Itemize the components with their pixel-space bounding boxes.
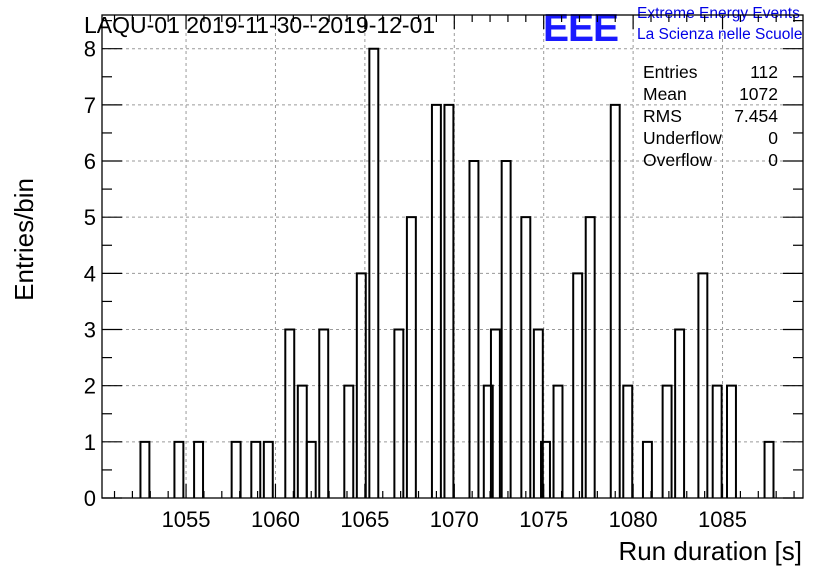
histogram-bin	[368, 47, 380, 498]
y-tick-label: 6	[84, 149, 96, 174]
y-tick-label: 7	[84, 93, 96, 118]
histogram-bin	[405, 216, 417, 498]
histogram-bin	[697, 272, 709, 498]
histogram-bin	[641, 440, 653, 498]
eee-logo: EEE Extreme Energy Events La Scienza nel…	[543, 5, 802, 50]
histogram-bin	[763, 440, 775, 498]
histogram-bin	[489, 328, 501, 498]
histogram-bin	[661, 384, 673, 498]
histogram-bin	[540, 440, 551, 498]
histogram-bin	[572, 272, 584, 498]
y-tick-label: 3	[84, 318, 96, 343]
histogram-bin	[262, 440, 274, 498]
histogram-bin	[532, 328, 544, 498]
stat-label: Overflow	[643, 150, 712, 170]
y-tick-label: 1	[84, 430, 96, 455]
histogram-bin	[305, 440, 317, 498]
histogram-bin	[443, 103, 455, 498]
chart-title: LAQU-01 2019-11-30--2019-12-01	[84, 12, 435, 38]
histogram-bin	[284, 328, 296, 498]
histogram-bin	[622, 384, 634, 498]
x-tick-label: 1060	[251, 507, 300, 532]
histogram-bin	[468, 160, 480, 498]
histogram-bin	[318, 328, 330, 498]
histogram-bin	[173, 440, 185, 498]
stat-value: 112	[750, 62, 778, 82]
stat-value: 7.454	[734, 106, 778, 126]
logo-line-2: La Scienza nelle Scuole	[637, 26, 802, 43]
stat-value: 1072	[739, 84, 778, 104]
x-tick-label: 1085	[698, 507, 747, 532]
x-tick-label: 1065	[340, 507, 389, 532]
histogram-bin	[430, 103, 442, 498]
y-tick-label: 8	[84, 37, 96, 62]
y-tick-label: 4	[84, 261, 96, 286]
tick-labels: 1055 1060 1065 1070 1075 1080 1085 0 1 2 3 4 5 6 7 8	[84, 37, 747, 532]
stat-value: 0	[768, 128, 778, 148]
stat-label: RMS	[643, 106, 682, 126]
axes	[101, 14, 804, 499]
plot-frame	[101, 14, 804, 499]
x-tick-label: 1075	[519, 507, 568, 532]
histogram-bin	[584, 216, 596, 498]
histogram-bin	[250, 440, 262, 498]
x-tick-label: 1055	[162, 507, 211, 532]
stat-label: Mean	[643, 84, 687, 104]
logo-line-1: Extreme Energy Events	[637, 5, 800, 22]
histogram-bin	[520, 216, 532, 498]
stat-label: Underflow	[643, 128, 722, 148]
histogram-bin	[500, 160, 512, 498]
y-tick-label: 2	[84, 374, 96, 399]
histogram-bin	[711, 384, 723, 498]
y-axis-title: Entries/bin	[9, 178, 39, 301]
x-tick-label: 1080	[609, 507, 658, 532]
grid	[102, 15, 803, 498]
histogram-bin	[393, 328, 405, 498]
histogram-bin	[609, 103, 621, 498]
histogram-bin	[482, 384, 494, 498]
histogram-bin	[674, 328, 686, 498]
x-tick-label: 1070	[430, 507, 479, 532]
histogram-bin	[725, 384, 737, 498]
x-axis-title: Run duration [s]	[618, 536, 802, 566]
histogram-bin	[193, 440, 205, 498]
stat-label: Entries	[643, 62, 698, 82]
histogram-bin	[139, 440, 151, 498]
y-tick-label: 5	[84, 205, 96, 230]
histogram-bin	[343, 384, 355, 498]
histogram-bin	[552, 384, 564, 498]
stat-value: 0	[768, 150, 778, 170]
stats-box: Entries 112 Mean 1072 RMS 7.454 Underflow 0 Over…	[643, 62, 778, 170]
y-tick-label: 0	[84, 486, 96, 511]
histogram-bars	[139, 47, 775, 498]
histogram-bin	[355, 272, 367, 498]
logo-letters: EEE	[543, 7, 618, 50]
histogram-bin	[230, 440, 242, 498]
